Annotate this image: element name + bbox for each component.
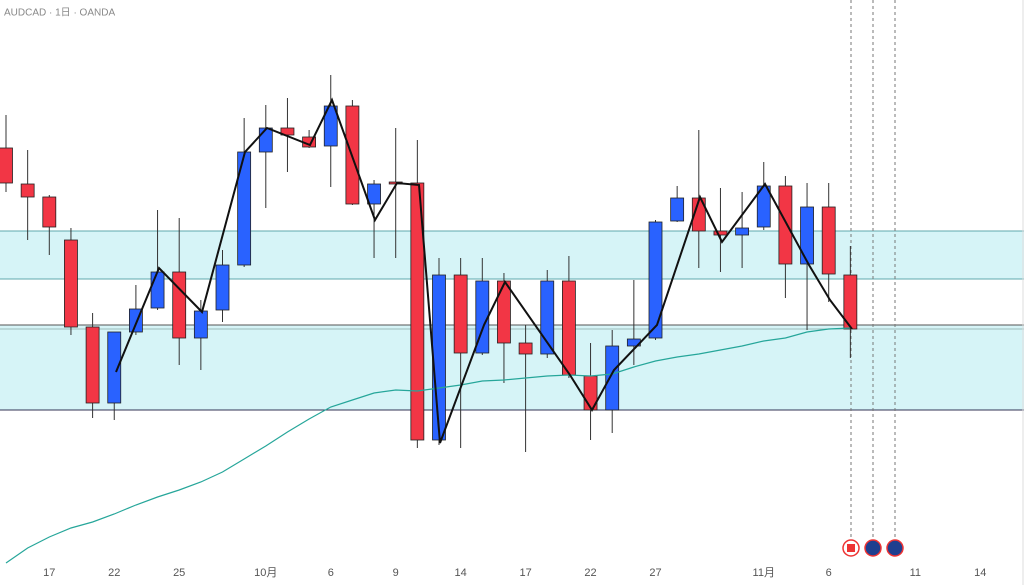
candle-body — [0, 147, 13, 184]
candle-body — [605, 345, 620, 411]
candle-body — [453, 274, 468, 354]
chart-title: AUDCAD · 1日 · OANDA — [4, 8, 115, 19]
candle-body — [778, 185, 793, 265]
candle-body — [562, 280, 576, 376]
candle-body — [432, 274, 446, 441]
candle-body — [20, 183, 35, 198]
candle-body — [735, 227, 749, 236]
x-tick-label: 25 — [173, 567, 185, 579]
candle-body — [323, 105, 338, 147]
x-tick-label: 10月 — [254, 567, 277, 579]
x-tick-label: 6 — [826, 567, 832, 579]
moving-average — [5, 327, 851, 564]
candle-body — [172, 271, 187, 339]
x-tick-label: 17 — [43, 567, 55, 579]
candle-body — [85, 326, 100, 404]
candle-body — [821, 206, 836, 275]
x-tick-label: 22 — [108, 567, 120, 579]
candle-body — [540, 280, 555, 355]
candle-body — [258, 127, 273, 153]
x-tick-label: 17 — [519, 567, 531, 579]
event-icon[interactable] — [864, 539, 882, 557]
event-icon[interactable] — [886, 539, 904, 557]
zone-upper — [0, 231, 1024, 279]
candle-body — [64, 239, 78, 328]
candle-body — [150, 271, 165, 309]
candle-body — [280, 127, 295, 136]
flag — [847, 544, 855, 552]
marks — [0, 75, 858, 564]
candle-body — [713, 230, 728, 236]
x-tick-label: 9 — [393, 567, 399, 579]
x-tick-label: 22 — [584, 567, 596, 579]
x-tick-label: 14 — [974, 567, 986, 579]
candle-body — [497, 280, 511, 344]
x-tick-label: 14 — [455, 567, 467, 579]
x-tick-label: 11 — [910, 567, 921, 579]
candle-body — [670, 197, 685, 222]
x-tick-label: 11月 — [753, 567, 775, 579]
candle-body — [107, 331, 122, 404]
candle-body — [843, 274, 858, 330]
zone-lower — [0, 325, 1024, 410]
candle-body — [42, 196, 57, 228]
candle-body — [800, 206, 814, 265]
candle-body — [193, 310, 208, 339]
candle-body — [410, 182, 425, 441]
drawn-pattern — [115, 97, 853, 444]
candle-body — [367, 183, 381, 205]
candle-body — [215, 264, 230, 311]
candle-body — [648, 221, 663, 339]
x-tick-label: 6 — [328, 567, 334, 579]
x-tick-label: 27 — [649, 567, 661, 579]
event-icons — [842, 539, 904, 557]
candle-body — [518, 342, 533, 355]
